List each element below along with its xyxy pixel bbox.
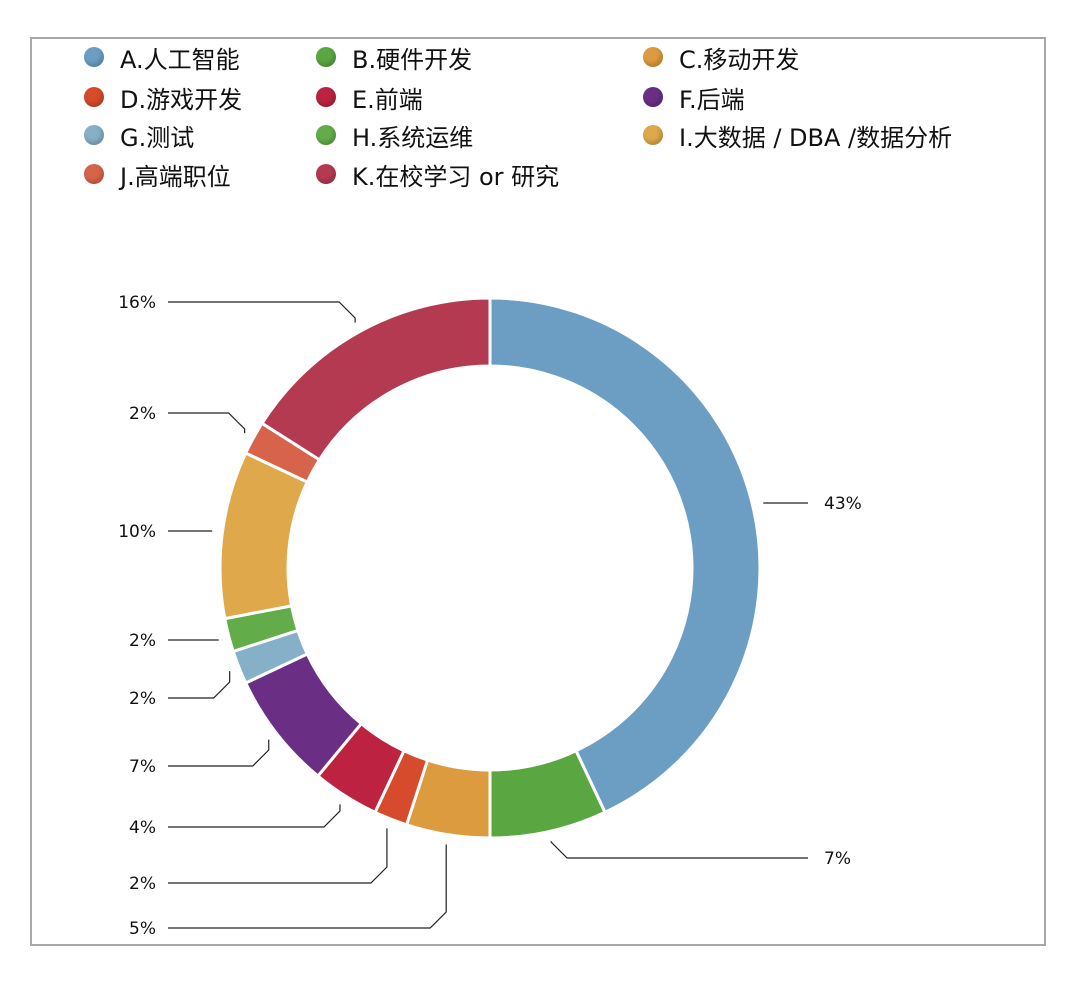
donut-slice[interactable]	[218, 451, 310, 621]
legend-label: C.移动开发	[679, 45, 800, 74]
data-label: 16%	[118, 293, 156, 313]
legend-dot	[84, 164, 104, 184]
legend-label: G.测试	[120, 123, 195, 152]
leader-line	[168, 412, 246, 434]
data-label: 2%	[129, 874, 156, 894]
donut-slice[interactable]	[488, 296, 762, 815]
leader-line	[168, 844, 447, 929]
legend-dot	[84, 87, 104, 107]
legend-dot	[84, 125, 104, 145]
data-label: 43%	[824, 494, 862, 514]
leader-line	[550, 841, 808, 859]
data-label: 5%	[129, 919, 156, 939]
legend-dot	[316, 125, 336, 145]
data-labels: 43% 7% 5% 2% 4% 7% 2% 2% 10% 2% 16%	[118, 293, 862, 939]
leader-line	[168, 301, 356, 323]
legend-label: K.在校学习 or 研究	[352, 162, 560, 191]
legend-item-hardware[interactable]: B.硬件开发	[316, 40, 472, 74]
legend-dot	[643, 125, 663, 145]
legend-label: J.高端职位	[120, 162, 231, 191]
leader-line	[168, 739, 270, 767]
legend-item-frontend[interactable]: E.前端	[316, 80, 423, 114]
legend-label: D.游戏开发	[120, 85, 243, 114]
legend-dot	[84, 47, 104, 67]
legend-item-backend[interactable]: F.后端	[643, 80, 745, 114]
legend-item-testing[interactable]: G.测试	[84, 118, 194, 152]
legend-item-ops[interactable]: H.系统运维	[316, 118, 473, 152]
legend-label: A.人工智能	[120, 45, 240, 74]
donut-slices	[218, 296, 762, 840]
data-label: 7%	[129, 757, 156, 777]
leader-line	[168, 804, 341, 828]
legend-label: H.系统运维	[352, 123, 474, 152]
legend-item-senior[interactable]: J.高端职位	[84, 157, 231, 191]
legend-dot	[316, 47, 336, 67]
donut-slice[interactable]	[259, 296, 492, 462]
data-label: 2%	[129, 404, 156, 424]
data-label: 7%	[824, 849, 851, 869]
legend-dot	[643, 47, 663, 67]
legend-dot	[316, 164, 336, 184]
legend-label: I.大数据 / DBA /数据分析	[679, 123, 953, 152]
leader-line	[168, 671, 231, 699]
legend-label: B.硬件开发	[352, 45, 473, 74]
legend-label: E.前端	[352, 85, 423, 114]
legend-dot	[316, 87, 336, 107]
data-label: 2%	[129, 631, 156, 651]
legend-item-mobile[interactable]: C.移动开发	[643, 40, 799, 74]
legend-label: F.后端	[679, 85, 745, 114]
legend-item-game[interactable]: D.游戏开发	[84, 80, 242, 114]
legend-dot	[643, 87, 663, 107]
legend: A.人工智能 B.硬件开发 C.移动开发 D.游戏开发 E.前端 F.后端 G.…	[0, 0, 1080, 200]
legend-item-ai[interactable]: A.人工智能	[84, 40, 240, 74]
data-label: 4%	[129, 818, 156, 838]
leader-line	[168, 828, 388, 884]
legend-item-student[interactable]: K.在校学习 or 研究	[316, 157, 559, 191]
data-label: 10%	[118, 522, 156, 542]
data-label: 2%	[129, 689, 156, 709]
leader-lines	[168, 301, 808, 929]
legend-item-bigdata[interactable]: I.大数据 / DBA /数据分析	[643, 118, 952, 152]
